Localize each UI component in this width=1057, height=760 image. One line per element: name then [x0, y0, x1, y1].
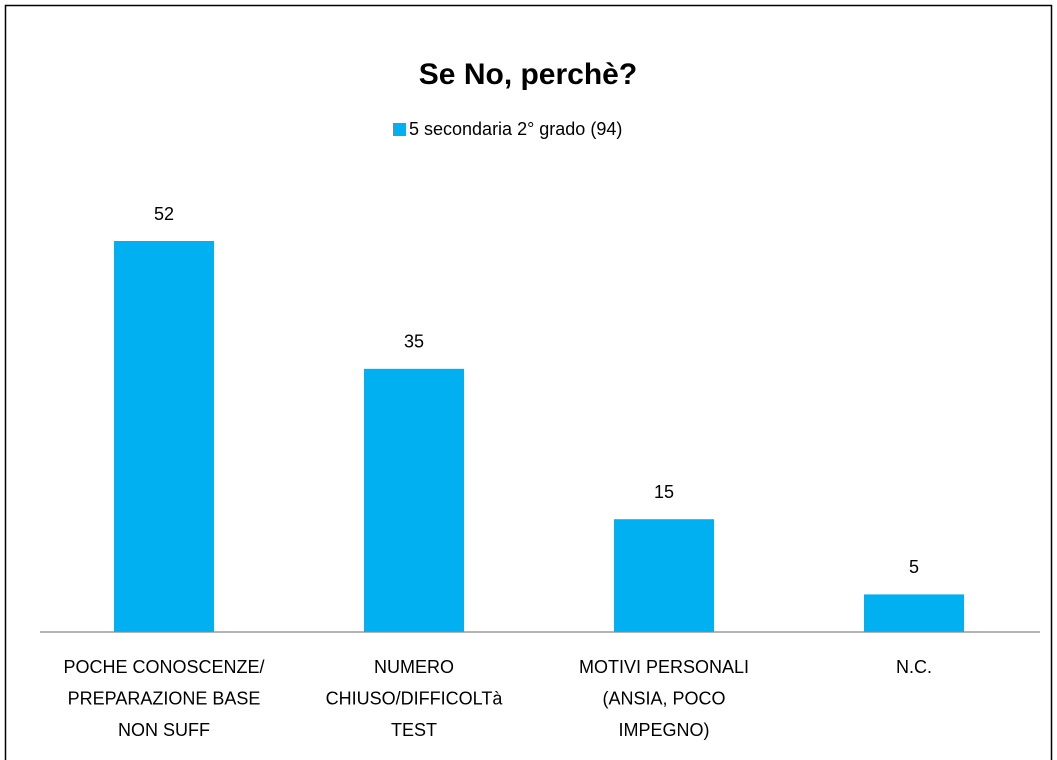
value-label: 52 [154, 204, 174, 224]
x-tick-label: TEST [391, 720, 437, 740]
x-tick-label: NUMERO [374, 657, 454, 677]
bar [864, 594, 964, 632]
x-tick-label: POCHE CONOSCENZE/ [63, 657, 264, 677]
legend-label: 5 secondaria 2° grado (94) [409, 119, 622, 139]
x-tick-label: PREPARAZIONE BASE [68, 688, 261, 708]
bar [364, 368, 464, 632]
value-label: 15 [654, 482, 674, 502]
legend-swatch [393, 123, 406, 136]
x-tick-label: (ANSIA, POCO [602, 688, 725, 708]
x-tick-label: CHIUSO/DIFFICOLTà [326, 688, 504, 708]
bar [114, 241, 214, 632]
x-tick-label: IMPEGNO) [618, 720, 709, 740]
value-label: 35 [404, 332, 424, 352]
value-label: 5 [909, 557, 919, 577]
x-tick-label: MOTIVI PERSONALI [579, 657, 749, 677]
x-tick-label: NON SUFF [118, 720, 210, 740]
bar [614, 519, 714, 632]
x-tick-label: N.C. [896, 657, 932, 677]
chart-title: Se No, perchè? [419, 58, 637, 91]
